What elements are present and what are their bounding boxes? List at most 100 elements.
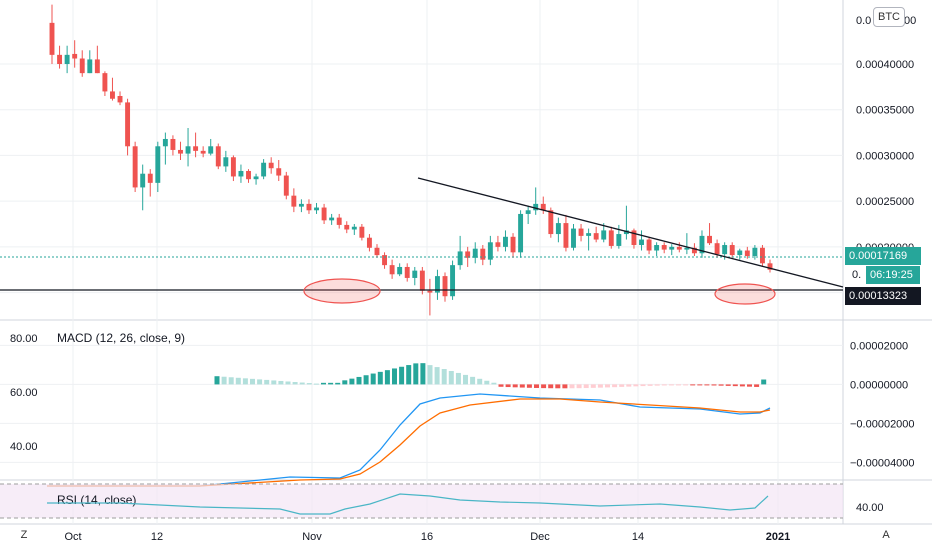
macd-histogram-bar (228, 377, 234, 385)
candle-body (450, 265, 456, 297)
candle (79, 50, 85, 77)
candle-body (389, 265, 395, 275)
macd-histogram-bar (704, 384, 710, 386)
macd-histogram-bar (328, 382, 334, 385)
candle (442, 272, 448, 302)
macd-histogram-bar (711, 384, 717, 386)
hline-price-tag: 0.00013323 (845, 287, 921, 305)
candle (223, 150, 229, 172)
macd-histogram-bar (718, 384, 724, 386)
macd-histogram-bar (505, 384, 511, 388)
candle-body (178, 149, 183, 154)
macd-histogram-bar (264, 379, 270, 385)
candle (427, 278, 433, 316)
macd-histogram-bar (668, 384, 674, 386)
candle (412, 266, 418, 286)
grid-layer (0, 0, 932, 525)
time-axis-label: 14 (632, 531, 644, 543)
candle-body (691, 247, 697, 254)
candle-body (593, 233, 599, 240)
candle-body (623, 230, 629, 235)
macd-histogram-bar (491, 382, 497, 385)
candle (125, 98, 131, 156)
candle (208, 138, 214, 156)
macd-histogram-bar (413, 363, 419, 385)
macd-histogram-bar (221, 376, 227, 385)
candle (744, 246, 750, 259)
candle-body (495, 242, 501, 247)
auto-scale-button[interactable]: A (882, 529, 890, 541)
candle (654, 242, 660, 256)
macd-histogram-bar (434, 367, 440, 385)
candle-body (170, 138, 176, 150)
candle (291, 188, 297, 213)
candle (64, 45, 70, 74)
candle-body (555, 223, 561, 235)
macd-histogram-bar (555, 384, 561, 389)
candle (593, 226, 599, 243)
price-axis-label: 0.00040000 (856, 59, 914, 71)
candles-layer (49, 4, 773, 316)
macd-axis-label: 0.00002000 (850, 340, 908, 352)
candle (563, 214, 569, 252)
macd-histogram-bar (498, 384, 504, 387)
macd-histogram-bar (747, 384, 752, 387)
candle (397, 263, 403, 277)
macd-histogram-bar (597, 384, 603, 388)
macd-histogram-bar (377, 371, 383, 385)
candle-body (654, 245, 660, 251)
macd-histogram-bar (463, 374, 468, 385)
macd-histogram-bar (399, 366, 405, 385)
currency-badge[interactable]: BTC (873, 7, 905, 27)
candle-body (366, 237, 372, 248)
candle-body (246, 170, 251, 180)
candle (147, 169, 153, 197)
macd-left-axis-label: 80.00 (10, 333, 38, 345)
candle (314, 202, 319, 214)
macd-histogram-bar (541, 384, 547, 389)
candle-body (185, 146, 191, 154)
macd-histogram-bar (739, 384, 745, 387)
candle (230, 155, 236, 182)
candle (329, 213, 335, 225)
axis-layer: Oct 12 Nov 16 Dec 14 2021 0.00040000 0.00035000 0… (10, 15, 916, 543)
candle-body (359, 226, 365, 238)
time-axis-label: 16 (421, 531, 433, 543)
candle (283, 171, 289, 200)
candle-body (321, 207, 327, 221)
candle-body (404, 266, 410, 278)
candle (87, 50, 93, 74)
candle-body (699, 235, 705, 254)
candle (495, 235, 501, 252)
candle (691, 243, 697, 256)
candle (639, 230, 644, 251)
macd-histogram-bar (534, 384, 539, 388)
candle (707, 223, 712, 246)
macd-histogram-bar (470, 376, 476, 385)
candle-body (276, 168, 282, 176)
candle (510, 233, 516, 258)
candle (525, 205, 531, 224)
candle-body (261, 162, 267, 177)
macd-left-axis-label: 40.00 (10, 441, 38, 453)
macd-line (47, 393, 771, 487)
macd-histogram-bar (519, 384, 525, 388)
candle-body (759, 247, 765, 264)
macd-layer: MACD (12, 26, close, 9) (47, 331, 771, 487)
zoom-reset-button[interactable]: Z (20, 529, 28, 541)
candle-body (382, 255, 388, 266)
candle (374, 244, 380, 258)
candle-body (64, 54, 70, 64)
macd-histogram-bar (583, 384, 589, 389)
macd-histogram-bar (257, 379, 263, 385)
candle-body (155, 146, 161, 183)
drawings-layer (0, 177, 844, 305)
candle (253, 173, 259, 185)
candle (215, 143, 221, 170)
time-axis-label: Dec (530, 531, 550, 543)
macd-histogram-bar (363, 375, 369, 385)
candle (200, 146, 206, 158)
candle (472, 242, 478, 264)
candle (518, 210, 524, 258)
